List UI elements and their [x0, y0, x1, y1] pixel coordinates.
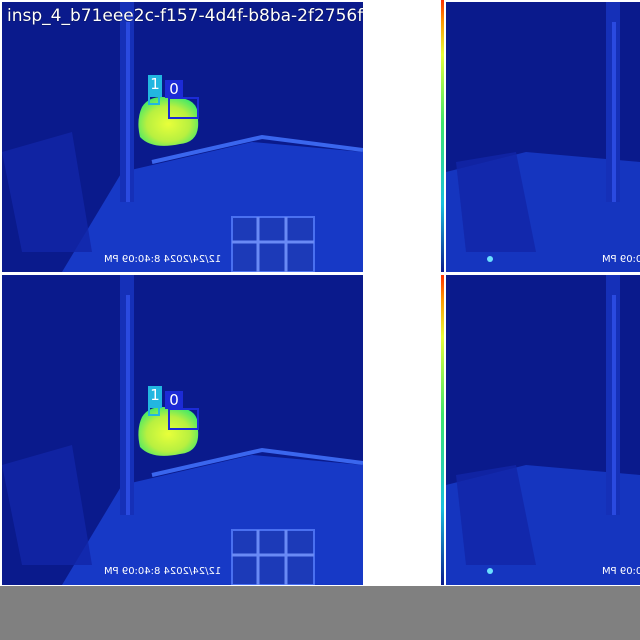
detection-box-1 [148, 406, 160, 416]
detection-label-1: 1 [148, 75, 162, 97]
timestamp: 12/24/2024 8:40:09 PM [104, 566, 222, 577]
detection-box-1 [148, 95, 160, 105]
detection-label-1: 1 [148, 386, 162, 408]
thermal-panel-bottom-left: 1 0 12/24/2024 8:40:09 PM [2, 275, 363, 585]
thermal-scene [446, 275, 640, 585]
color-scale-bar-top [432, 0, 444, 272]
detection-box-0 [168, 408, 199, 430]
detection-label-0: 0 [165, 80, 183, 98]
color-scale-bar-bottom [432, 275, 444, 585]
timestamp: 0:09 PM [602, 566, 640, 577]
timestamp: 12/24/2024 8:40:09 PM [104, 254, 222, 265]
thermal-scene [446, 2, 640, 272]
thermal-scene [2, 275, 363, 585]
detection-box-0 [168, 97, 199, 119]
thermal-panel-bottom-right: 0:09 PM [446, 275, 640, 585]
thermal-panel-top-left: insp_4_b71eee2c-f157-4d4f-b8ba-2f2756fa6… [2, 2, 363, 272]
window [231, 216, 315, 272]
image-title: insp_4_b71eee2c-f157-4d4f-b8ba-2f2756fa6 [7, 6, 363, 26]
window [231, 529, 315, 585]
thermal-scene [2, 2, 363, 272]
thermal-panel-top-right: 0:09 PM [446, 2, 640, 272]
timestamp: 0:09 PM [602, 254, 640, 265]
detection-label-0: 0 [165, 391, 183, 409]
bottom-band [0, 586, 640, 640]
